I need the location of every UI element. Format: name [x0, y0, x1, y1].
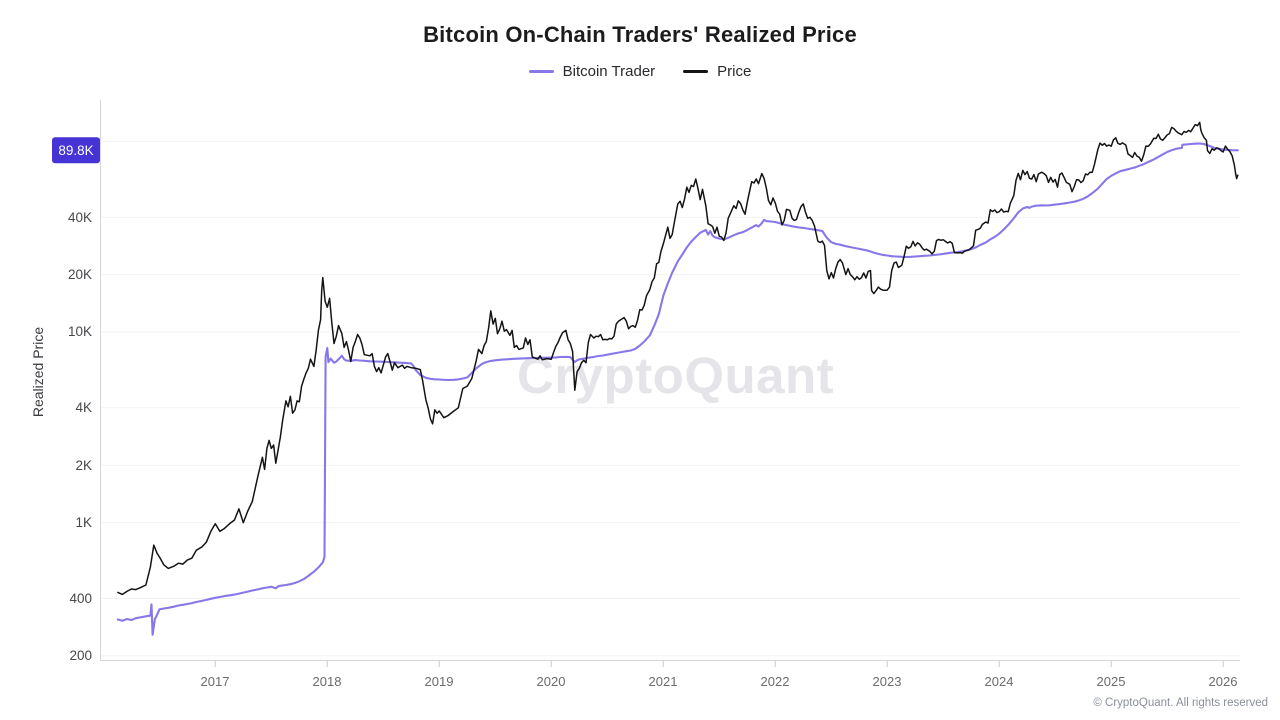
price-series-line [117, 121, 1239, 596]
price-line-swatch [683, 70, 709, 73]
gridlines [101, 140, 1240, 657]
x-axis-tick-marks [214, 660, 1224, 667]
x-tick-label: 2025 [1097, 674, 1126, 689]
x-tick-label: 2018 [313, 674, 342, 689]
x-tick-label: 2021 [649, 674, 678, 689]
bitcoin-trader-series-line [116, 142, 1239, 636]
bitcoin-trader-line-swatch [528, 70, 554, 73]
chart-title: Bitcoin On-Chain Traders' Realized Price [423, 22, 857, 47]
legend: Bitcoin Trader Price [0, 63, 1280, 80]
y-tick-label: 200 [69, 648, 92, 663]
x-tick-label: 2024 [985, 674, 1014, 689]
legend-label-bitcoin-trader: Bitcoin Trader [562, 63, 656, 80]
copyright-notice: © CryptoQuant. All rights reserved [1093, 697, 1268, 709]
x-tick-label: 2026 [1209, 674, 1238, 689]
y-tick-label: 40K [68, 210, 92, 225]
y-axis-title: Realized Price [30, 326, 46, 418]
x-tick-label: 2023 [873, 674, 902, 689]
x-axis-labels: 2017 2018 2019 2020 2021 2022 2023 2024 … [201, 674, 1238, 689]
y-tick-label: 10K [68, 324, 92, 339]
x-tick-label: 2019 [425, 674, 454, 689]
y-tick-label: 4K [75, 400, 92, 415]
y-axis-labels: 40K 20K 10K 4K 2K 1K 400 200 [68, 210, 92, 663]
legend-label-price: Price [717, 63, 752, 80]
x-tick-label: 2022 [761, 674, 790, 689]
current-value-badge: 89.8K [52, 137, 100, 164]
legend-item-price[interactable]: Price [683, 63, 751, 80]
y-tick-label: 400 [69, 591, 92, 606]
y-tick-label: 2K [75, 458, 92, 473]
x-tick-label: 2020 [537, 674, 566, 689]
legend-item-bitcoin-trader[interactable]: Bitcoin Trader [528, 63, 656, 80]
current-value-label: 89.8K [58, 143, 93, 158]
x-tick-label: 2017 [201, 674, 230, 689]
y-tick-label: 1K [75, 515, 92, 530]
y-tick-label: 20K [68, 267, 92, 282]
